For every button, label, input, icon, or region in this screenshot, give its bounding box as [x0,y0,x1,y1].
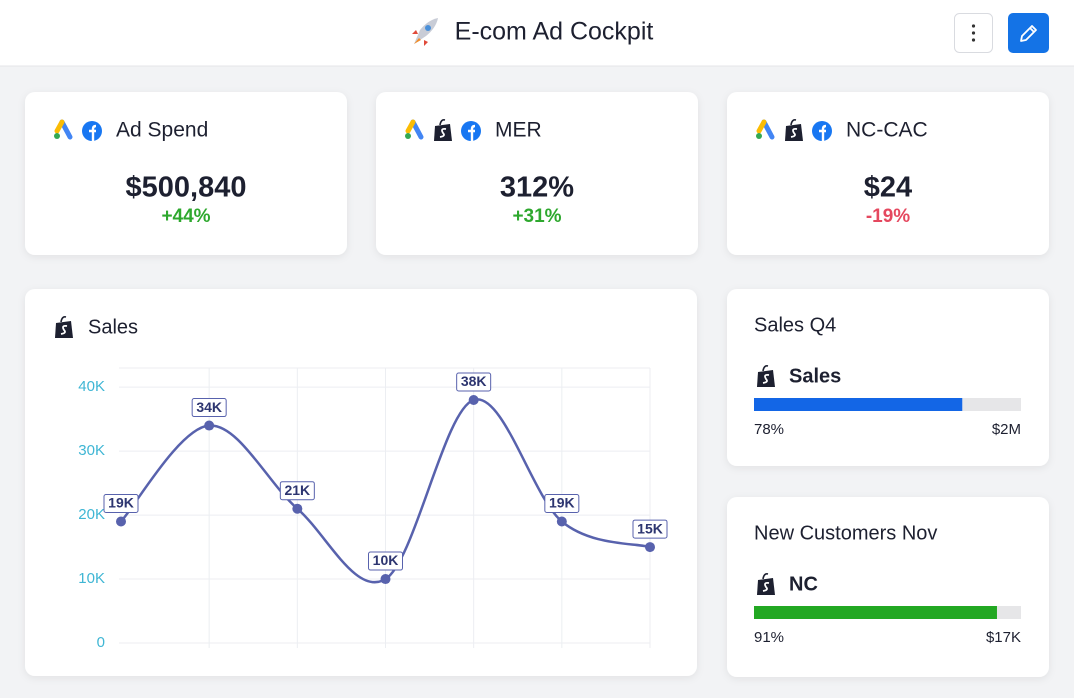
kpi-value: 312% [500,172,574,204]
progress-card-title: New Customers Nov [754,522,937,544]
value-label: 19K [108,495,134,511]
icon-part [790,127,798,138]
value-label: 21K [284,482,310,498]
google-ads-icon [54,119,73,140]
icon-part [54,119,65,134]
progress-item: NC [789,573,818,595]
google-ads-icon [756,119,775,140]
data-point [380,574,391,585]
menu-button[interactable] [954,13,993,53]
card [25,92,347,255]
kpi-title: MER [495,119,542,142]
progress-fill [754,606,997,619]
y-tick-label: 20K [78,506,105,523]
kpi-title: NC-CAC [846,119,928,142]
icon-part [439,119,446,126]
value-label-box [368,551,403,571]
icon-part [790,119,797,126]
y-tick-label: 0 [97,634,105,651]
progress-total: $17K [986,629,1021,646]
y-tick-label: 40K [78,378,105,395]
value-label: 19K [549,495,575,511]
value-label: 15K [637,520,663,536]
kpi-value: $500,840 [126,172,247,204]
kpi-value: $24 [864,172,912,204]
icon-part [756,119,767,134]
value-label-box [456,372,492,392]
progress-total: $2M [992,421,1021,438]
header [0,0,1074,66]
value-label-box [279,481,315,501]
y-tick-label: 30K [78,442,105,459]
progress-percent: 91% [754,629,784,646]
card [376,92,698,255]
icon-part [60,316,67,323]
card [727,289,1049,466]
icon-part [54,133,60,139]
page-title: E-com Ad Cockpit [455,18,654,46]
kpi-change: +44% [161,206,210,227]
kpi-change: -19% [866,206,910,227]
progress-percent: 78% [754,421,784,438]
data-point [116,516,126,527]
value-label-box [544,493,580,513]
icon-part [762,365,769,372]
card [727,497,1049,677]
card [25,289,697,676]
icon-part [439,127,447,138]
icon-part [762,573,769,580]
shopify-icon [785,119,803,141]
value-label: 10K [373,552,399,568]
icon-part [756,133,762,139]
edit-button[interactable] [1008,13,1049,53]
data-point [292,503,303,514]
icon-part [89,124,97,141]
card [727,92,1049,255]
rocket-icon [412,18,438,46]
data-point [645,542,655,553]
value-label-box [103,493,139,513]
icon-part [819,124,827,141]
progress-item: Sales [789,365,841,387]
value-label-box [191,398,227,418]
icon-part [762,581,770,592]
google-ads-icon [405,119,424,140]
icon-part [405,133,411,139]
icon-part [762,373,770,384]
progress-fill [754,398,963,411]
shopify-icon [757,365,775,387]
kpi-change: +31% [512,206,561,227]
value-label-box [632,519,668,539]
facebook-icon [461,121,481,141]
icon-part [405,119,416,134]
data-point [556,516,567,527]
facebook-icon [812,121,832,141]
data-point [204,420,215,431]
chart-title: Sales [88,316,138,338]
value-label: 34K [196,399,222,415]
data-point [468,394,479,405]
kpi-title: Ad Spend [116,119,208,142]
shopify-icon [55,316,73,338]
icon-part [60,324,68,335]
y-tick-label: 10K [78,570,105,587]
value-label: 38K [461,373,487,389]
progress-card-title: Sales Q4 [754,314,836,336]
facebook-icon [82,121,102,141]
shopify-icon [757,573,775,595]
icon-part [468,124,476,141]
shopify-icon [434,119,452,141]
